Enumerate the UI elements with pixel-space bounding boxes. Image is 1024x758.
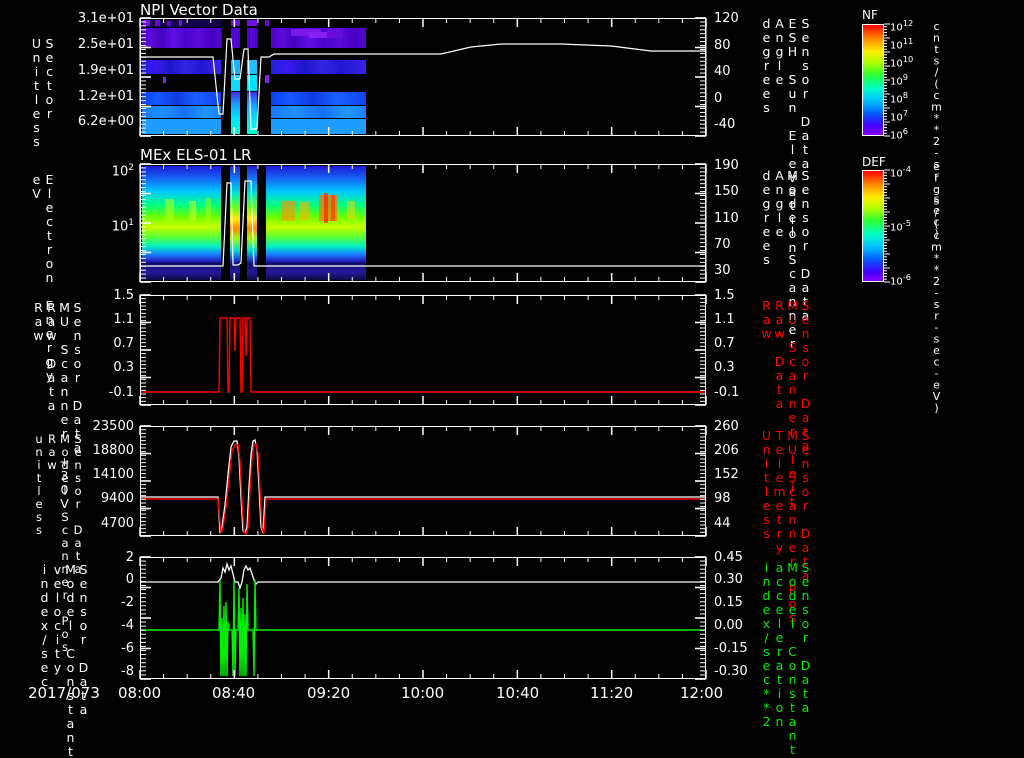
colorbar-2-tick-0: 10-4: [890, 164, 912, 180]
panel-2-title: MEx ELS-01 LR: [140, 146, 252, 164]
time-tick-0: 08:00: [118, 684, 162, 702]
panel-1-left-axis-label: Sector Unitless: [29, 36, 57, 148]
date-label: 2017/073: [28, 684, 100, 702]
colorbar-2-title: DEF: [862, 155, 886, 169]
colorbar-1-tick-5: 107: [890, 108, 909, 124]
time-tick-6: 12:00: [680, 684, 724, 702]
time-tick-3: 10:00: [401, 684, 445, 702]
colorbar-1-title: NF: [862, 8, 878, 22]
colorbar-2: [862, 170, 884, 282]
panel-3-plot-area: [140, 295, 706, 405]
colorbar-2-tick-2: 10-6: [890, 272, 912, 288]
panel-1-plot-area: [140, 18, 706, 136]
panel-3-series-red: [141, 317, 705, 393]
colorbar-2-units: ergs/(cm**2-sr-sec-eV): [930, 160, 943, 413]
colorbar-1: [862, 24, 884, 136]
colorbar-1-tick-1: 1011: [890, 36, 914, 52]
panel-5-series-green: [141, 579, 705, 677]
panel-1-spectrogram: [141, 19, 705, 135]
colorbar-1-tick-0: 1012: [890, 18, 914, 34]
figure-root: NPI Vector Data: [28, 1, 943, 758]
time-tick-2: 09:20: [307, 684, 351, 702]
panel-3-line-chart: [141, 296, 705, 404]
panel-5-line-chart: [141, 558, 705, 678]
panel-4-series-red: [141, 442, 705, 535]
colorbar-1-tick-3: 109: [890, 72, 909, 88]
panel-2-spectrogram: [141, 165, 705, 281]
colorbar-1-tick-4: 108: [890, 90, 909, 106]
time-tick-1: 08:40: [212, 684, 256, 702]
panel-5-plot-area: [140, 557, 706, 679]
colorbar-1-tick-6: 106: [890, 126, 909, 142]
panel-4-plot-area: [140, 426, 706, 536]
time-tick-5: 11:20: [590, 684, 634, 702]
panel-1-title: NPI Vector Data: [140, 1, 258, 19]
panel-2-overlay-line: [141, 180, 705, 267]
colorbar-1-tick-2: 1010: [890, 54, 914, 70]
panel-4-line-chart: [141, 427, 705, 535]
colorbar-2-tick-1: 10-5: [890, 218, 912, 234]
tick-rails: [139, 17, 890, 680]
panel-1-overlay-line: [141, 38, 705, 130]
panel-2-plot-area: [140, 164, 706, 282]
time-tick-4: 10:40: [496, 684, 540, 702]
panel-1-right-axis-label: Sensor Data ESH Sun Elevation Angle degr…: [759, 16, 813, 254]
colorbar-1-units: cnts/(cm**2-sr-sec): [930, 20, 943, 239]
